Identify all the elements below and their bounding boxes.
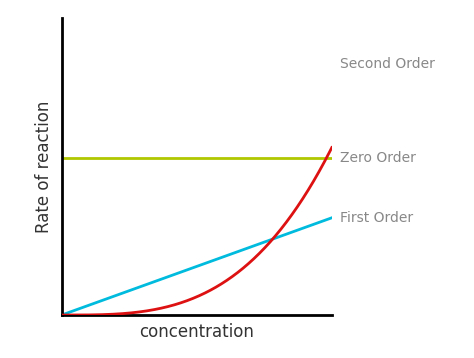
Text: First Order: First Order [340, 211, 413, 225]
Text: Second Order: Second Order [340, 57, 435, 71]
Text: Zero Order: Zero Order [340, 151, 416, 165]
Y-axis label: Rate of reaction: Rate of reaction [35, 100, 53, 233]
X-axis label: concentration: concentration [139, 323, 254, 342]
